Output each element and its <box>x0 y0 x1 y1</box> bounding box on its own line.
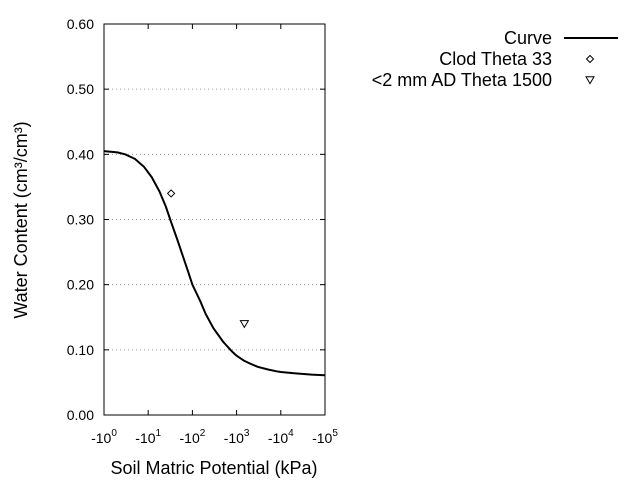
x-tick-label: -102 <box>180 428 206 446</box>
data-point-diamond <box>585 54 595 64</box>
x-tick-label: -105 <box>312 428 338 446</box>
x-axis: -100 -101 -102 -103 -104 -105 <box>91 24 338 446</box>
y-tick-label: 0.40 <box>67 146 94 162</box>
data-point-triangle <box>585 76 595 85</box>
gridlines <box>104 88 325 351</box>
legend-label: Clod Theta 33 <box>439 49 552 69</box>
y-tick-label: 0.30 <box>67 212 94 228</box>
x-tick-label: -104 <box>268 428 294 446</box>
x-tick-label: -100 <box>91 428 117 446</box>
legend-label: Curve <box>504 28 552 48</box>
x-tick-label: -101 <box>135 428 161 446</box>
plot-frame <box>103 23 326 416</box>
data-point-triangle <box>239 320 250 329</box>
y-tick-label: 0.50 <box>67 81 94 97</box>
data-point-diamond <box>166 189 176 198</box>
legend-label: <2 mm AD Theta 1500 <box>372 70 552 90</box>
x-axis-label: Soil Matric Potential (kPa) <box>110 458 317 478</box>
y-axis-label: Water Content (cm³/cm³) <box>11 121 31 318</box>
y-tick-label: 0.10 <box>67 342 94 358</box>
y-axis: 0.00 0.10 0.20 0.30 0.40 0.50 0.60 <box>67 16 325 423</box>
series <box>103 150 326 377</box>
y-tick-label: 0.20 <box>67 277 94 293</box>
y-tick-label: 0.00 <box>67 407 94 423</box>
y-tick-label: 0.60 <box>67 16 94 32</box>
curve-line <box>103 150 326 377</box>
x-tick-label: -103 <box>224 428 250 446</box>
